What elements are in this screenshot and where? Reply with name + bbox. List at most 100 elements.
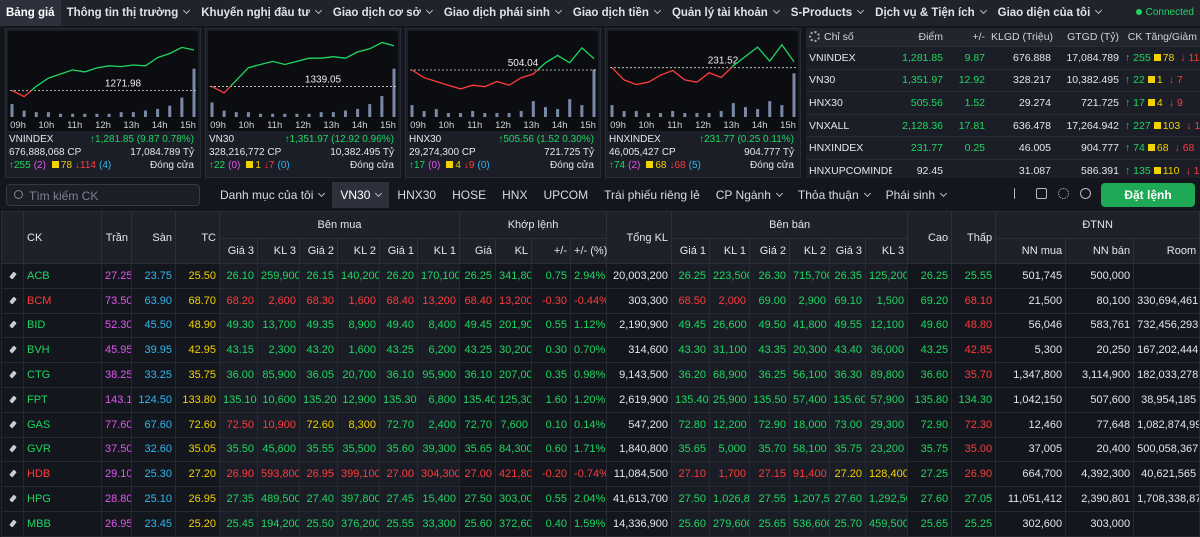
nav-item[interactable]: Dịch vụ & Tiện ích: [869, 0, 991, 26]
pin-icon[interactable]: [8, 345, 17, 354]
board-tab[interactable]: Danh mục của tôi: [212, 182, 332, 208]
volume-bar: [59, 113, 63, 117]
nav-item[interactable]: Giao dịch phái sinh: [438, 0, 567, 26]
price-cell: 43.35: [749, 337, 791, 364]
index-value: 10,382.495: [1054, 68, 1122, 92]
stock-row[interactable]: ACB 27.25 23.75 25.50 26.10 259,900 26.15 140,2…: [1, 263, 1200, 289]
price-cell: 135.20: [299, 386, 338, 413]
board-tab[interactable]: VN30: [332, 182, 390, 208]
board-tab[interactable]: UPCOM: [543, 188, 589, 202]
pin-icon[interactable]: [8, 519, 17, 528]
nav-item[interactable]: Quản lý tài khoản: [666, 0, 785, 26]
index-row[interactable]: VN30 1,351.97 12.92 328.217 10,382.495 ↑ 22 1 ↓…: [806, 68, 1200, 92]
nav-item[interactable]: Thông tin thị trường: [61, 0, 196, 26]
settings-icon[interactable]: [1058, 188, 1069, 199]
column-header: Sàn: [131, 211, 176, 264]
index-row[interactable]: VNXALL 2,128.36 17.81 636.478 17,264.942 ↑ 22…: [806, 113, 1200, 137]
board-tab[interactable]: HOSE: [452, 188, 487, 202]
price-cell: 35.65: [459, 436, 497, 463]
volume-bar: [731, 103, 735, 117]
price-cell: 2,400: [416, 411, 461, 438]
pin-icon[interactable]: [8, 296, 17, 305]
price-cell: 68.30: [299, 287, 338, 314]
index-row[interactable]: VNINDEX 1,281.85 9.87 676.888 17,084.789 ↑ 25…: [806, 46, 1200, 70]
board-tab[interactable]: HNX: [502, 188, 528, 202]
place-order-button[interactable]: Đặt lệnh: [1101, 183, 1195, 207]
fullscreen-icon[interactable]: [1080, 188, 1091, 199]
pin-cell: [1, 337, 24, 364]
price-cell: 1,600: [337, 337, 380, 364]
price-cell: 25.10: [131, 486, 176, 512]
index-card[interactable]: 231.52 09h 10h 11h 12h 13h 14h 15h HNXINDEX ↑231.…: [605, 28, 801, 178]
stock-row[interactable]: HPG 28.80 25.10 26.95 27.35 489,500 27.40 397,8…: [1, 486, 1200, 512]
stock-row[interactable]: BID 52.30 45.50 48.90 49.30 13,700 49.35 8,900 4…: [1, 312, 1200, 339]
volume-bar: [95, 113, 99, 117]
stock-row[interactable]: FPT143.10124.50133.80135.1010,600135.201…: [1, 386, 1200, 413]
index-header: GTGD (Tỷ): [1054, 28, 1122, 47]
board-tab[interactable]: CP Ngành: [708, 182, 790, 208]
volume-bar: [422, 111, 426, 117]
price-cell: 36.60: [907, 362, 953, 388]
nav-item[interactable]: Giao dịch cơ sở: [327, 0, 438, 26]
volume-bar: [168, 105, 172, 117]
column-header: Trần: [101, 211, 132, 264]
price-cell: 2,190,900: [606, 312, 673, 339]
price-cell: 26.30: [749, 263, 791, 289]
index-card[interactable]: 504.04 09h 10h 11h 12h 13h 14h 15h HNX30 ↑505.56 …: [405, 28, 601, 178]
stock-row[interactable]: MBB 26.95 23.45 25.20 25.45 194,200 25.50 376,2…: [1, 510, 1200, 537]
pin-cell: [1, 312, 24, 339]
pin-icon[interactable]: [8, 445, 17, 453]
stock-symbol: BVH: [23, 337, 102, 364]
price-cell: 69.00: [749, 287, 791, 314]
stock-row[interactable]: GVR 37.50 32.60 35.05 35.50 45,600 35.55 35,500…: [1, 436, 1200, 463]
stock-row[interactable]: CTG 38.25 33.25 35.75 36.00 85,900 36.05 20,700…: [1, 362, 1200, 388]
index-row[interactable]: HNXINDEX 231.77 0.25 46.005 904.777 ↑ 74 68 ↓ 6…: [806, 136, 1200, 160]
decliners: ↓ 126: [1186, 119, 1200, 132]
nav-item[interactable]: Khuyến nghị đầu tư: [195, 0, 327, 26]
index-card[interactable]: 1271.98 09h 10h 11h 12h 13h 14h 15h VNINDEX ↑1,28…: [5, 28, 201, 178]
price-cell: 2,900: [789, 287, 831, 314]
nav-item[interactable]: S-Products: [785, 0, 869, 26]
index-card[interactable]: 1339.05 09h 10h 11h 12h 13h 14h 15h VN30 ↑1,351.9…: [205, 28, 401, 178]
price-cell: 43.15: [219, 337, 258, 364]
stock-row[interactable]: GAS 77.60 67.60 72.60 72.50 10,900 72.60 8,300 7…: [1, 411, 1200, 438]
pin-icon[interactable]: [8, 271, 17, 280]
price-cell: 41,613,700: [606, 486, 673, 512]
index-value: 17,084.789: [1054, 46, 1122, 70]
index-value: 904.777: [1054, 136, 1122, 160]
price-cell: 125,300: [495, 386, 533, 413]
price-cell: 80,100: [1065, 287, 1135, 314]
pin-icon[interactable]: [8, 395, 17, 404]
index-row[interactable]: HNXUPCOMINDE 92.45 31.087 586.391 ↑ 135 110 ↓ …: [806, 158, 1200, 182]
nav-item[interactable]: Giao diện của tôi: [992, 0, 1108, 26]
price-cell: 399,100: [337, 461, 380, 488]
pin-icon[interactable]: [8, 420, 17, 429]
stock-row[interactable]: HDB 29.10 25.30 27.20 26.90 593,800 26.95 399,1…: [1, 461, 1200, 488]
stock-row[interactable]: BCM 73.50 63.90 68.70 68.20 2,600 68.30 1,600 68…: [1, 287, 1200, 314]
board-tab[interactable]: Phái sinh: [878, 182, 954, 208]
stock-search[interactable]: Tìm kiếm CK: [6, 184, 200, 206]
pin-icon[interactable]: [8, 469, 17, 478]
price-cell: 58,100: [789, 436, 831, 463]
price-cell: 1,042,150: [995, 386, 1067, 413]
nav-item[interactable]: Giao dịch tiền: [567, 0, 666, 26]
unchanged-icon: [1147, 76, 1155, 84]
price-cell: 42.95: [175, 337, 220, 364]
index-change: 1.52: [946, 91, 988, 115]
board-tab[interactable]: Trái phiếu riêng lẻ: [604, 188, 700, 202]
pin-icon[interactable]: [8, 370, 17, 379]
group-header: Bên bán: [671, 211, 909, 239]
board-tab[interactable]: Thỏa thuận: [790, 182, 878, 208]
nav-item[interactable]: Bảng giá: [0, 0, 61, 26]
x-tick-label: 14h: [352, 120, 368, 131]
upload-icon[interactable]: [1014, 188, 1016, 199]
price-cell: 583,761: [1065, 312, 1135, 339]
index-row[interactable]: HNX30 505.56 1.52 29.274 721.725 ↑ 17 4 ↓ 9: [806, 91, 1200, 115]
board-tab[interactable]: HNX30: [397, 188, 437, 202]
pin-icon[interactable]: [8, 321, 17, 329]
price-cell: 0.40: [531, 510, 572, 537]
stock-row[interactable]: BVH 45.95 39.95 42.95 43.15 2,300 43.20 1,600 43…: [1, 337, 1200, 364]
price-cell: 26.35: [829, 263, 867, 289]
excel-icon[interactable]: [1036, 188, 1047, 199]
pin-icon[interactable]: [8, 494, 17, 503]
